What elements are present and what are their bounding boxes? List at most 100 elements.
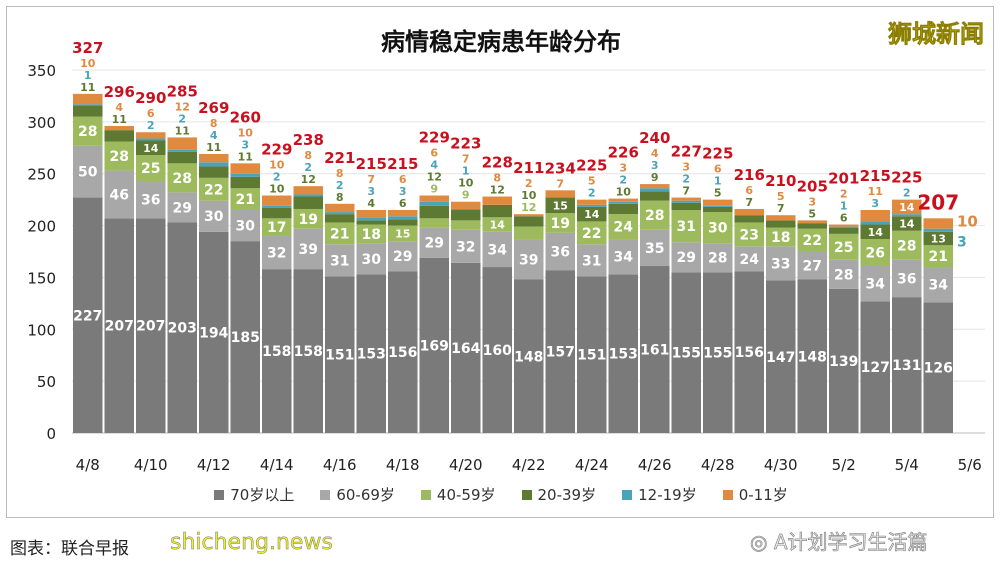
bar-segment bbox=[797, 279, 827, 433]
segment-label-small: 2 bbox=[682, 173, 690, 186]
total-label: 227 bbox=[671, 143, 702, 161]
segment-label: 207 bbox=[136, 319, 165, 335]
segment-label-small: 6 bbox=[399, 197, 407, 210]
x-tick-label: 4/26 bbox=[638, 456, 672, 474]
segment-label-small: 10 bbox=[80, 57, 96, 70]
segment-label: 207 bbox=[105, 319, 134, 335]
segment-label: 158 bbox=[294, 344, 323, 360]
legend-item: 70岁以上 bbox=[214, 484, 294, 505]
bar-segment bbox=[703, 206, 733, 213]
bar-segment bbox=[293, 196, 323, 209]
bar-segment bbox=[640, 266, 670, 433]
total-label: 225 bbox=[702, 145, 733, 163]
bar-segment bbox=[797, 223, 827, 229]
side-label-0-11: 10 bbox=[957, 212, 978, 230]
segment-label-small: 6 bbox=[147, 107, 155, 120]
legend-item: 40-59岁 bbox=[420, 484, 496, 505]
bar-segment bbox=[577, 221, 607, 245]
legend-swatch bbox=[521, 489, 532, 500]
segment-label: 157 bbox=[546, 345, 575, 361]
total-label: 260 bbox=[230, 108, 261, 126]
bar-segment bbox=[451, 262, 481, 433]
bar-segment bbox=[356, 220, 386, 225]
segment-label-small: 10 bbox=[238, 126, 254, 139]
bar-segment bbox=[671, 272, 701, 433]
bar-segment bbox=[923, 228, 953, 232]
segment-label: 21 bbox=[929, 249, 948, 265]
segment-label-small: 3 bbox=[241, 138, 249, 151]
bar-segment bbox=[356, 243, 386, 275]
bar-segment bbox=[482, 231, 512, 268]
bar-segment bbox=[482, 267, 512, 433]
bar-segment bbox=[419, 195, 449, 202]
bar-segment bbox=[325, 203, 355, 213]
segment-label-small: 11 bbox=[80, 81, 95, 94]
segment-label: 155 bbox=[703, 346, 732, 362]
bar-segment bbox=[451, 208, 481, 211]
segment-label: 33 bbox=[771, 256, 790, 272]
bar-segment bbox=[766, 215, 796, 221]
segment-label-small: 6 bbox=[714, 163, 722, 176]
segment-label: 26 bbox=[866, 246, 885, 262]
bar-segment bbox=[797, 220, 827, 224]
segment-label: 32 bbox=[456, 239, 475, 255]
bar-segment bbox=[608, 203, 638, 215]
segment-label: 39 bbox=[299, 242, 318, 258]
bar-segment bbox=[608, 201, 638, 204]
segment-label-small: 8 bbox=[210, 117, 218, 130]
bar-segment bbox=[923, 245, 953, 268]
segment-label-small: 10 bbox=[269, 182, 285, 195]
segment-label-small: 10 bbox=[521, 189, 537, 202]
legend: 70岁以上 60-69岁 40-59岁 20-39岁 12-19岁 0-11岁 bbox=[0, 484, 1002, 505]
bar-segment bbox=[545, 213, 575, 233]
x-tick-label: 4/14 bbox=[260, 456, 294, 474]
segment-label-small: 7 bbox=[367, 173, 375, 186]
bar-segment bbox=[892, 259, 922, 298]
segment-label-small: 4 bbox=[430, 158, 438, 171]
bar-segment bbox=[293, 208, 323, 229]
bar-segment bbox=[545, 190, 575, 198]
bar-segment bbox=[829, 233, 859, 260]
y-tick-label: 300 bbox=[27, 114, 56, 132]
bar-segment bbox=[262, 269, 292, 433]
total-label: 229 bbox=[419, 128, 450, 146]
x-tick-label: 4/8 bbox=[76, 456, 100, 474]
segment-label: 147 bbox=[766, 350, 795, 366]
bar-segment bbox=[325, 222, 355, 245]
bar-segment bbox=[734, 222, 764, 247]
total-label: 215 bbox=[387, 155, 418, 173]
bar-segment bbox=[577, 204, 607, 207]
bar-segment bbox=[482, 217, 512, 232]
bar-segment bbox=[104, 218, 134, 433]
segment-label-small: 7 bbox=[777, 202, 785, 215]
segment-label-small: 12 bbox=[490, 184, 505, 197]
bar-segment bbox=[230, 241, 260, 433]
segment-label-small: 2 bbox=[619, 174, 627, 187]
segment-label: 21 bbox=[236, 192, 255, 208]
bar-segment bbox=[230, 188, 260, 211]
segment-label-small: 2 bbox=[304, 161, 312, 174]
segment-label-small: 5 bbox=[588, 175, 596, 188]
segment-label: 156 bbox=[735, 345, 764, 361]
segment-label-small: 11 bbox=[206, 141, 221, 154]
segment-label-small: 2 bbox=[178, 112, 186, 125]
segment-label: 36 bbox=[897, 271, 916, 287]
chart-credit: 图表：联合早报 bbox=[10, 539, 129, 559]
x-tick-label: 4/30 bbox=[764, 456, 798, 474]
y-tick-label: 50 bbox=[37, 373, 56, 391]
bar-segment bbox=[73, 93, 103, 105]
bar-segment bbox=[892, 199, 922, 215]
segment-label: 28 bbox=[708, 251, 727, 267]
total-label: 205 bbox=[797, 177, 828, 195]
segment-label-small: 10 bbox=[616, 186, 632, 199]
bar-segment bbox=[388, 219, 418, 226]
total-label: 327 bbox=[72, 39, 103, 57]
bar-segment bbox=[136, 155, 166, 181]
bar-segment bbox=[419, 257, 449, 433]
segment-label: 17 bbox=[267, 220, 286, 236]
bar-segment bbox=[703, 199, 733, 206]
segment-label-small: 2 bbox=[273, 170, 281, 183]
watermark-bottom: shicheng.news bbox=[170, 530, 333, 556]
bar-segment bbox=[73, 116, 103, 146]
bar-segment bbox=[451, 229, 481, 263]
